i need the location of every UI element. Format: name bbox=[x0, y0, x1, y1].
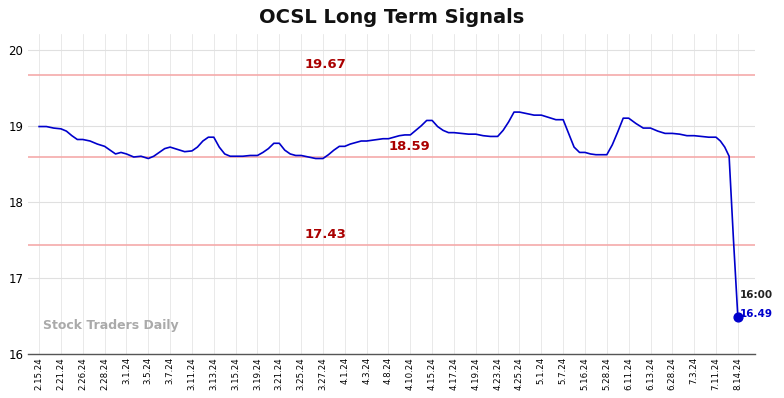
Text: 17.43: 17.43 bbox=[305, 228, 347, 242]
Text: 19.67: 19.67 bbox=[305, 58, 347, 71]
Text: 16:00: 16:00 bbox=[740, 290, 773, 300]
Text: Stock Traders Daily: Stock Traders Daily bbox=[43, 319, 179, 332]
Point bbox=[731, 314, 744, 320]
Title: OCSL Long Term Signals: OCSL Long Term Signals bbox=[260, 8, 524, 27]
Text: 16.49: 16.49 bbox=[740, 309, 773, 319]
Text: 18.59: 18.59 bbox=[389, 140, 430, 153]
